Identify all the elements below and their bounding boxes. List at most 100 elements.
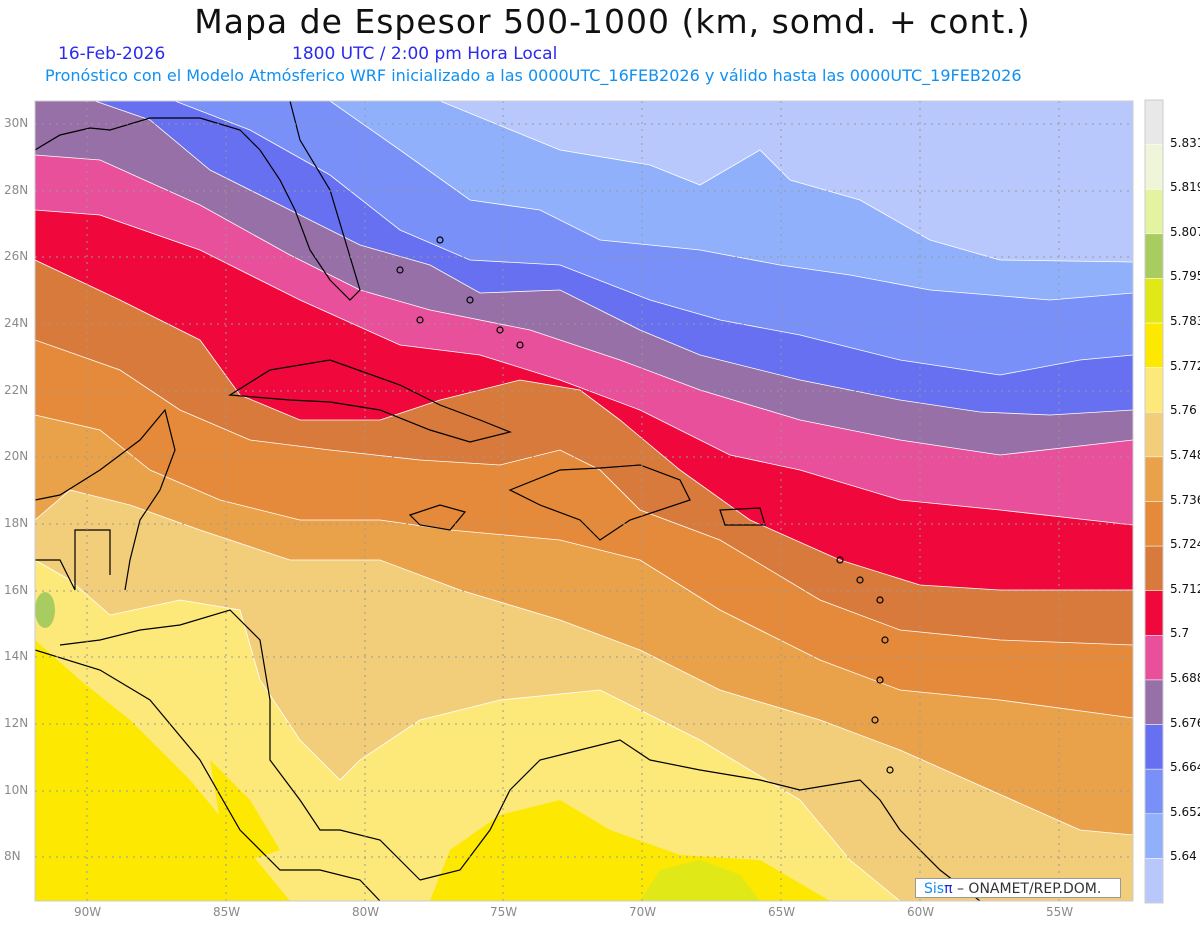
island [881,636,889,644]
island [496,326,504,334]
colorbar-label: 5.795 [1170,269,1200,284]
lat-label: 18N [4,516,29,530]
colorbar-label: 5.664 [1170,760,1200,775]
thickness-fills [35,101,1133,901]
colorbar-label: 5.76 [1170,403,1197,418]
contour-line [35,154,1133,456]
colorbar-swatch [1144,635,1164,681]
colorbar-swatch [1144,501,1164,547]
forecast-date: 16-Feb-2026 [58,44,166,64]
colorbar-swatch [1144,724,1164,770]
lon-label: 75W [490,905,518,919]
colorbar-label: 5.736 [1170,492,1200,507]
contour-line [174,101,1133,376]
model-info: Pronóstico con el Modelo Atmósferico WRF… [45,66,1022,85]
map-title: Mapa de Espesor 500-1000 (km, somd. + co… [194,2,1031,41]
colorbar-label: 5.724 [1170,537,1200,552]
colorbar-swatch [1144,813,1164,859]
colorbar-swatch [1144,679,1164,725]
contour-line [35,559,901,901]
contour-line [35,259,1133,591]
lon-label: 70W [629,905,657,919]
colorbar-label: 5.7 [1170,626,1190,641]
lon-label: 80W [352,905,380,919]
coast-cuba [228,359,512,443]
colorbar-label: 5.688 [1170,670,1200,685]
coastlines [35,101,981,901]
colorbar-swatch [1144,144,1164,190]
contour-line [35,209,1133,526]
island [876,676,884,684]
island [856,576,864,584]
sispi-logo: Sisπ – ONAMET/REP.DOM. [915,878,1121,898]
lat-label: 12N [4,716,29,730]
lat-label: 26N [4,249,29,263]
border-mexico-guatemala [35,529,111,591]
contour-line [439,101,1133,263]
lon-label: 65W [768,905,796,919]
colorbar-swatch [1144,233,1164,279]
colorbar-label: 5.831 [1170,135,1200,150]
colorbar-label: 5.819 [1170,180,1200,195]
lat-label: 28N [4,183,29,197]
band-5.772-5.783 [210,760,280,860]
colorbar-label: 5.807 [1170,224,1200,239]
colorbar-swatch [1144,412,1164,458]
coast-yucatan [35,408,176,591]
island [876,596,884,604]
colorbar-frame [1144,99,1164,904]
island [466,296,474,304]
island [436,236,444,244]
logo-text: – ONAMET/REP.DOM. [956,881,1102,897]
island [396,266,404,274]
colorbar-label: 5.772 [1170,358,1200,373]
graticule [35,101,1133,901]
lon-label: 85W [213,905,241,919]
band-5.783-5.795 [640,860,760,901]
colorbar-swatch [1144,188,1164,235]
island [886,766,894,774]
colorbar-swatch [1144,278,1164,324]
colorbar-label: 5.783 [1170,314,1200,329]
colorbar-label: 5.712 [1170,581,1200,596]
coast-gulf-florida [35,101,361,301]
colorbar-swatch [1144,590,1164,636]
contour-line [35,489,1133,836]
contour-line [329,101,1133,301]
colorbar-label: 5.748 [1170,447,1200,462]
coast-hispaniola [508,464,691,541]
colorbar-swatch [1144,456,1164,502]
coast-puerto-rico [719,507,766,526]
contour-line [35,414,1133,719]
lat-label: 16N [4,583,29,597]
map-frame [34,100,1134,902]
lon-label: 55W [1046,905,1074,919]
colorbar-label: 5.64 [1170,849,1197,864]
coast-jamaica [408,504,467,531]
colorbar-swatch [1144,858,1164,904]
lon-label: 60W [907,905,935,919]
lon-label: 90W [74,905,102,919]
colorbar [1144,99,1164,904]
logo-sis: Sis [924,881,945,897]
contour-line [94,101,1133,416]
band-5.772-5.783 [35,640,290,901]
lat-label: 10N [4,783,29,797]
colorbar-label: 5.652 [1170,804,1200,819]
lat-label: 22N [4,383,29,397]
coast-south-america [419,739,981,901]
contour-line [35,339,1133,646]
colorbar-swatch [1144,545,1164,591]
island [836,556,844,564]
colorbar-label: 5.676 [1170,715,1200,730]
island [516,341,524,349]
island [416,316,424,324]
lat-label: 8N [4,849,21,863]
band-undefined [35,101,1133,262]
coast-central-america-pacific [35,649,381,901]
logo-pi: π [944,881,953,897]
band-5.795-5.807 [35,592,55,628]
lat-label: 20N [4,449,29,463]
lat-label: 14N [4,649,29,663]
